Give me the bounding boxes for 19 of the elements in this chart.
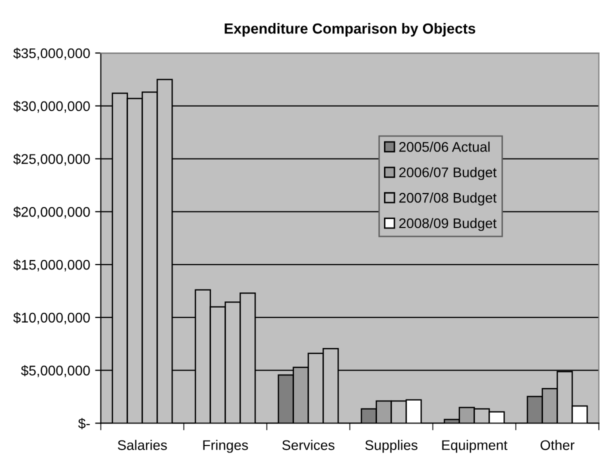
y-tick-label: $35,000,000 [13, 48, 90, 60]
x-tick-label: Other [540, 440, 574, 450]
y-tick-label: $15,000,000 [13, 259, 90, 272]
y-tick-label: $10,000,000 [13, 312, 90, 324]
x-tick-label: Fringes [203, 440, 248, 453]
legend-label: 2005/06 Actual [399, 142, 490, 152]
chart-title: Expenditure Comparison by Objects [224, 23, 476, 37]
legend-label: 2006/07 Budget [399, 167, 497, 180]
x-tick-label: Equipment [442, 440, 508, 453]
x-tick-label: Salaries [118, 440, 167, 450]
legend-label: 2007/08 Budget [399, 192, 497, 206]
y-tick-label: $- [78, 418, 90, 430]
x-tick-label: Services [282, 440, 334, 450]
y-tick-label: $25,000,000 [13, 154, 90, 166]
x-tick-label: Supplies [365, 440, 418, 453]
y-tick-label: $5,000,000 [21, 365, 90, 378]
y-tick-label: $30,000,000 [13, 100, 90, 113]
legend-label: 2008/09 Budget [399, 218, 497, 231]
y-tick-label: $20,000,000 [13, 206, 90, 218]
